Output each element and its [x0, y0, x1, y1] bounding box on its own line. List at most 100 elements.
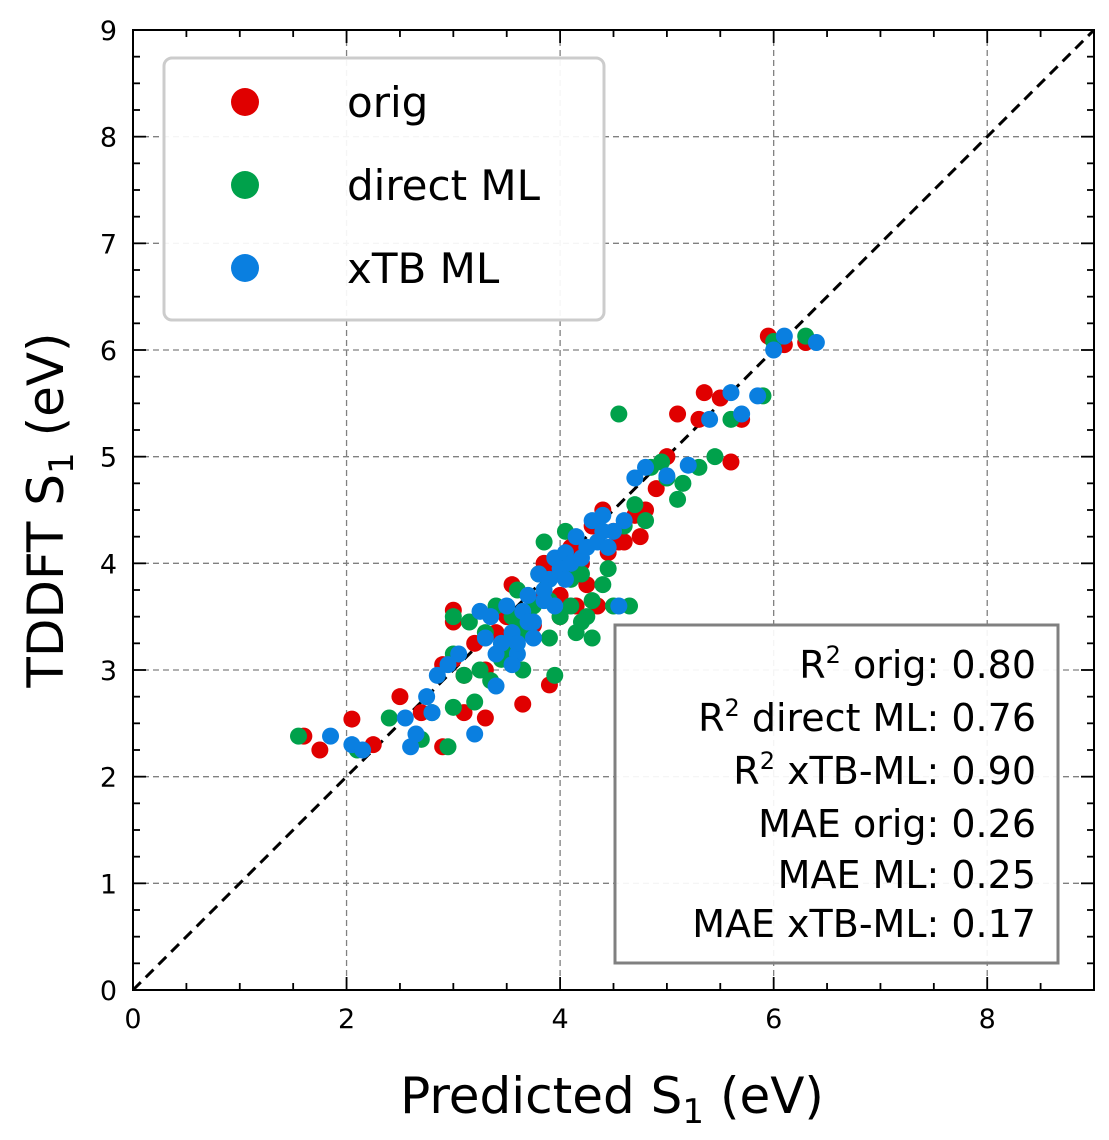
- y-tick-label-8: 8: [100, 123, 117, 154]
- y-tick-label-2: 2: [100, 763, 117, 794]
- y-tick-label-1: 1: [100, 869, 117, 900]
- point-direct-ml: [466, 694, 483, 711]
- point-xtb-ml: [407, 726, 424, 743]
- point-direct-ml: [637, 512, 654, 529]
- point-direct-ml: [573, 614, 590, 631]
- point-xtb-ml: [733, 406, 750, 423]
- point-direct-ml: [626, 496, 643, 513]
- y-tick-label-3: 3: [100, 656, 117, 687]
- point-xtb-ml: [658, 467, 675, 484]
- legend-marker-direct-ml: [231, 171, 259, 199]
- point-xtb-ml: [557, 571, 574, 588]
- y-axis-title-unit: (eV): [17, 332, 75, 452]
- point-direct-ml: [562, 598, 579, 615]
- x-tick-label-4: 4: [552, 1004, 569, 1035]
- point-orig: [696, 384, 713, 401]
- legend-label-direct-ml: direct ML: [347, 161, 541, 210]
- point-direct-ml: [669, 491, 686, 508]
- point-orig: [632, 528, 649, 545]
- point-direct-ml: [290, 728, 307, 745]
- y-tick-label-5: 5: [100, 443, 117, 474]
- point-direct-ml: [546, 667, 563, 684]
- legend-label-orig: orig: [347, 78, 428, 127]
- point-orig: [391, 688, 408, 705]
- point-direct-ml: [600, 560, 617, 577]
- point-xtb-ml: [322, 728, 339, 745]
- x-axis-title: Predicted S1 (eV): [400, 1067, 824, 1132]
- point-xtb-ml: [701, 411, 718, 428]
- point-direct-ml: [445, 608, 462, 625]
- x-axis-title-main: Predicted S: [400, 1067, 682, 1125]
- point-xtb-ml: [520, 614, 537, 631]
- point-xtb-ml: [808, 334, 825, 351]
- stat-r2-xtb-ml: R2 xTB-ML: 0.90: [733, 747, 1036, 793]
- point-xtb-ml: [477, 630, 494, 647]
- point-direct-ml: [594, 576, 611, 593]
- point-xtb-ml: [776, 328, 793, 345]
- y-tick-label-9: 9: [100, 16, 117, 47]
- point-xtb-ml: [418, 688, 435, 705]
- x-tick-label-8: 8: [979, 1004, 996, 1035]
- x-tick-label-6: 6: [765, 1004, 782, 1035]
- point-xtb-ml: [637, 459, 654, 476]
- x-axis-title-unit: (eV): [704, 1067, 824, 1125]
- stat-mae-orig: MAE orig: 0.26: [758, 802, 1036, 846]
- point-xtb-ml: [520, 587, 537, 604]
- point-xtb-ml: [680, 457, 697, 474]
- y-tick-label-0: 0: [100, 976, 117, 1007]
- point-xtb-ml: [466, 726, 483, 743]
- legend-label-xtb-ml: xTB ML: [347, 244, 500, 293]
- y-axis-title-main: TDDFT S: [17, 474, 75, 689]
- point-xtb-ml: [594, 523, 611, 540]
- x-tick-label-0: 0: [124, 1004, 141, 1035]
- y-tick-label-6: 6: [100, 336, 117, 367]
- point-xtb-ml: [610, 598, 627, 615]
- point-xtb-ml: [423, 704, 440, 721]
- y-tick-label-4: 4: [100, 549, 117, 580]
- point-xtb-ml: [450, 646, 467, 663]
- x-axis-title-subscript: 1: [682, 1092, 704, 1132]
- point-orig: [343, 711, 360, 728]
- point-direct-ml: [536, 534, 553, 551]
- point-direct-ml: [674, 475, 691, 492]
- point-xtb-ml: [546, 598, 563, 615]
- point-orig: [477, 710, 494, 727]
- point-direct-ml: [584, 630, 601, 647]
- point-orig: [722, 454, 739, 471]
- point-xtb-ml: [722, 384, 739, 401]
- point-xtb-ml: [616, 512, 633, 529]
- point-orig: [514, 696, 531, 713]
- point-direct-ml: [456, 667, 473, 684]
- point-xtb-ml: [498, 598, 515, 615]
- legend-marker-xtb-ml: [231, 254, 259, 282]
- stats-box: R2 orig: 0.80 R2 direct ML: 0.76 R2 xTB-…: [615, 625, 1058, 963]
- point-xtb-ml: [504, 656, 521, 673]
- point-xtb-ml: [578, 539, 595, 556]
- y-tick-label-7: 7: [100, 229, 117, 260]
- stat-mae-ml: MAE ML: 0.25: [778, 853, 1036, 897]
- point-direct-ml: [584, 592, 601, 609]
- point-orig: [311, 742, 328, 759]
- point-orig: [669, 406, 686, 423]
- point-xtb-ml: [397, 710, 414, 727]
- point-xtb-ml: [525, 630, 542, 647]
- point-direct-ml: [706, 448, 723, 465]
- point-xtb-ml: [749, 387, 766, 404]
- point-xtb-ml: [765, 342, 782, 359]
- point-xtb-ml: [600, 539, 617, 556]
- point-direct-ml: [381, 710, 398, 727]
- point-xtb-ml: [536, 582, 553, 599]
- point-xtb-ml: [482, 608, 499, 625]
- point-direct-ml: [445, 699, 462, 716]
- legend: orig direct ML xTB ML: [164, 58, 604, 320]
- point-direct-ml: [610, 406, 627, 423]
- point-xtb-ml: [488, 646, 505, 663]
- point-xtb-ml: [509, 635, 526, 652]
- y-axis-title: TDDFT S1 (eV): [17, 332, 82, 688]
- x-tick-label-2: 2: [338, 1004, 355, 1035]
- legend-marker-orig: [231, 88, 259, 116]
- point-direct-ml: [439, 738, 456, 755]
- point-xtb-ml: [488, 678, 505, 695]
- point-xtb-ml: [354, 742, 371, 759]
